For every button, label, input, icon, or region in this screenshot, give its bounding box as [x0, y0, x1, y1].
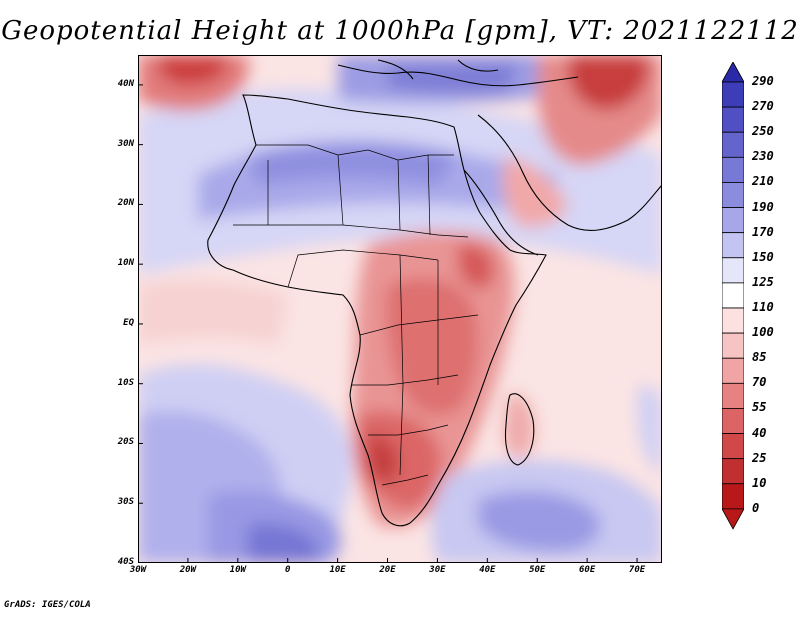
colorbar-swatch [722, 182, 744, 208]
colorbar-swatch [722, 408, 744, 434]
colorbar-swatch [722, 357, 744, 384]
lon-tick-label: 60E [579, 565, 596, 575]
lon-tick-label: 10W [229, 565, 246, 575]
country-borders [233, 144, 479, 486]
lat-tick-label: 10N [117, 258, 134, 269]
lon-tick-label: 40E [479, 565, 496, 575]
colorbar-level-label: 270 [752, 99, 774, 114]
colorbar-level-label: 40 [752, 425, 767, 440]
colorbar-swatch [722, 282, 744, 309]
lat-tick-label: 30S [117, 497, 134, 508]
lon-tick-label: 10E [329, 565, 346, 575]
colorbar-swatch [722, 458, 744, 485]
colorbar-swatch [722, 207, 744, 234]
colorbar-level-label: 100 [752, 325, 774, 340]
lat-tick-label: 20S [117, 437, 134, 448]
colorbar-swatch [722, 332, 744, 359]
colorbar-level-label: 150 [752, 249, 774, 264]
lon-tick-label: 20E [379, 565, 396, 575]
colorbar-swatch [722, 508, 744, 530]
coastlines [207, 59, 663, 527]
lon-tick-label: 0 [284, 565, 291, 575]
colorbar-swatch [722, 131, 744, 158]
lon-tick-label: 30E [429, 565, 446, 575]
lon-tick-label: 30W [129, 565, 147, 575]
colorbar-swatch [722, 257, 744, 284]
map-title: Geopotential Height at 1000hPa [gpm], VT… [1, 16, 799, 46]
colorbar-level-label: 85 [752, 350, 767, 365]
lat-tick-label: 30N [117, 138, 134, 149]
lat-tick-label: 20N [117, 198, 134, 209]
lon-tick-label: 50E [529, 565, 546, 575]
map-frame [138, 55, 662, 563]
colorbar-swatch [722, 62, 744, 83]
colorbar-level-label: 55 [752, 400, 767, 415]
colorbar-level-label: 190 [752, 199, 774, 214]
colorbar-swatch [722, 156, 744, 183]
lat-tick-label: 10S [117, 377, 134, 388]
lat-tick-label: 40N [117, 78, 134, 89]
colorbar-level-label: 10 [752, 475, 767, 490]
lon-tick-label: 20W [179, 565, 197, 575]
colorbar-swatch [722, 232, 744, 259]
colorbar-swatch [722, 106, 744, 133]
colorbar-level-label: 125 [752, 274, 774, 289]
colorbar-swatch [722, 483, 744, 510]
colorbar [722, 62, 744, 530]
colorbar-swatch [722, 81, 744, 108]
colorbar-swatch [722, 382, 744, 409]
colorbar-level-label: 110 [752, 300, 774, 314]
colorbar-level-label: 290 [752, 74, 774, 88]
colorbar-swatch [722, 433, 744, 460]
colorbar-swatch [722, 307, 744, 334]
colorbar-level-label: 0 [752, 500, 760, 515]
grads-credit: GrADS: IGES/COLA [4, 600, 91, 610]
colorbar-level-label: 70 [752, 375, 767, 390]
lat-tick-label: 40S [117, 557, 134, 567]
lat-tick-label: EQ [123, 317, 134, 328]
colorbar-level-label: 170 [752, 224, 774, 239]
geopotential-height-field [137, 55, 663, 564]
lon-tick-label: 70E [628, 565, 646, 575]
colorbar-level-label: 25 [752, 450, 767, 465]
colorbar-level-label: 210 [752, 174, 774, 189]
colorbar-level-label: 230 [752, 149, 774, 164]
colorbar-level-label: 250 [752, 124, 774, 139]
map-panel [137, 55, 663, 564]
